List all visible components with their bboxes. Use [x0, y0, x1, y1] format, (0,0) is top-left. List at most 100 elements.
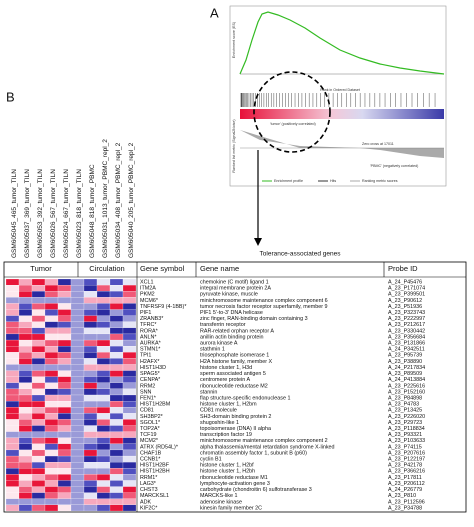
- heat-cell: [83, 352, 98, 359]
- heat-cell: [70, 449, 85, 457]
- heat-cell: [96, 480, 111, 487]
- heat-cell: [70, 346, 85, 353]
- heat-cell: [109, 486, 124, 493]
- heat-cell: [57, 327, 72, 335]
- arrow-head: [254, 238, 262, 246]
- panel-label: A: [210, 5, 219, 20]
- legend-entry: Hits: [330, 179, 336, 183]
- heat-cell: [31, 309, 46, 316]
- sample-label: GSM605024_667_tumor_TILN: [63, 169, 70, 258]
- heat-cell: [57, 462, 72, 469]
- gene-symbol: PIF1: [140, 310, 151, 316]
- heat-cell: [70, 285, 85, 292]
- heat-cell: [109, 376, 124, 383]
- gene-name: centromere protein A: [200, 377, 250, 383]
- heat-cell: [109, 382, 124, 389]
- heat-cell: [83, 431, 98, 438]
- heat-cell: [96, 333, 111, 341]
- heat-cell: [122, 425, 137, 432]
- heat-cell: [18, 401, 33, 408]
- heat-cell: [70, 468, 85, 475]
- enrichment-curve: [239, 11, 445, 75]
- heat-cell: [5, 291, 20, 298]
- heat-cell: [122, 504, 137, 512]
- gene-symbol: SPAG5*: [140, 371, 161, 377]
- heat-cell: [57, 455, 72, 463]
- gene-name: MARCKS-like 1: [200, 493, 237, 499]
- heat-cell: [31, 358, 46, 365]
- heat-cell: [18, 364, 33, 371]
- heat-cell: [96, 321, 111, 328]
- heat-cell: [5, 455, 20, 463]
- heat-cell: [18, 480, 33, 487]
- heat-cell: [96, 297, 111, 304]
- heat-cell: [122, 449, 137, 457]
- heat-cell: [5, 364, 20, 371]
- heat-cell: [70, 498, 85, 505]
- probe-id: A_23_P399501: [388, 292, 425, 298]
- heat-cell: [122, 394, 137, 402]
- heat-cell: [122, 303, 137, 310]
- heat-cell: [96, 388, 111, 396]
- probe-id: A_23_P103633: [388, 438, 425, 444]
- heat-cell: [122, 407, 137, 414]
- probe-id: A_23_P90612: [388, 298, 422, 304]
- heat-cell: [70, 376, 85, 383]
- heat-cell: [31, 291, 46, 298]
- heat-cell: [44, 364, 59, 371]
- heat-cell: [44, 504, 59, 512]
- heat-cell: [70, 382, 85, 389]
- heat-cell: [83, 285, 98, 292]
- probe-id: A_23_P207616: [388, 450, 425, 456]
- heat-cell: [31, 480, 46, 487]
- heat-cell: [44, 468, 59, 475]
- heatmap: [5, 278, 137, 512]
- heat-cell: [18, 382, 33, 389]
- heat-cell: [109, 468, 124, 475]
- sample-labels: GSM605045_465_tumor_TILN GSM605037_369_tu…: [11, 139, 135, 258]
- heat-cell: [70, 480, 85, 487]
- heat-cell: [70, 486, 85, 493]
- heat-cell: [83, 376, 98, 383]
- y-label: Enrichment score (ES): [232, 22, 236, 58]
- heat-cell: [57, 352, 72, 359]
- heat-cell: [31, 401, 46, 408]
- gene-name: alpha thalassemia/mental retardation syn…: [200, 444, 335, 450]
- heat-cell: [96, 504, 111, 512]
- heat-cell: [70, 303, 85, 310]
- heat-cell: [70, 413, 85, 420]
- gene-name: chemokine (C motif) ligand 1: [200, 279, 269, 285]
- heat-cell: [18, 339, 33, 347]
- heat-cell: [83, 388, 98, 396]
- heat-cell: [31, 315, 46, 322]
- probe-id: A_24_P413884: [388, 377, 425, 383]
- heat-cell: [83, 315, 98, 322]
- probe-id: A_23_P225616: [388, 383, 425, 389]
- heat-cell: [122, 498, 137, 505]
- gene-symbol: MCM2*: [140, 438, 159, 444]
- gene-name: sperm associated antigen 5: [200, 371, 266, 377]
- heat-cell: [18, 413, 33, 420]
- heat-cell: [5, 431, 20, 438]
- heat-cell: [122, 486, 137, 493]
- gene-name: tumor necrosis factor receptor superfami…: [200, 304, 328, 310]
- gene-name: kinesin family member 2C: [200, 505, 262, 511]
- gene-name: RAR-related orphan receptor A: [200, 328, 274, 334]
- heat-cell: [5, 498, 20, 505]
- heat-cell: [70, 339, 85, 347]
- heat-cell: [44, 431, 59, 438]
- probe-id: A_23_P38890: [388, 359, 422, 365]
- heat-cell: [70, 437, 85, 444]
- heat-cell: [31, 504, 46, 512]
- gene-name: aurora kinase A: [200, 341, 238, 347]
- heat-cell: [57, 407, 72, 414]
- heat-cell: [57, 315, 72, 322]
- heat-cell: [109, 425, 124, 432]
- heat-cell: [83, 486, 98, 493]
- heat-cell: [70, 455, 85, 463]
- heat-cell: [70, 333, 85, 341]
- heat-cell: [109, 431, 124, 438]
- heat-cell: [109, 437, 124, 444]
- heat-cell: [18, 455, 33, 463]
- gene-symbol: ATRX (RD54L)*: [140, 444, 179, 450]
